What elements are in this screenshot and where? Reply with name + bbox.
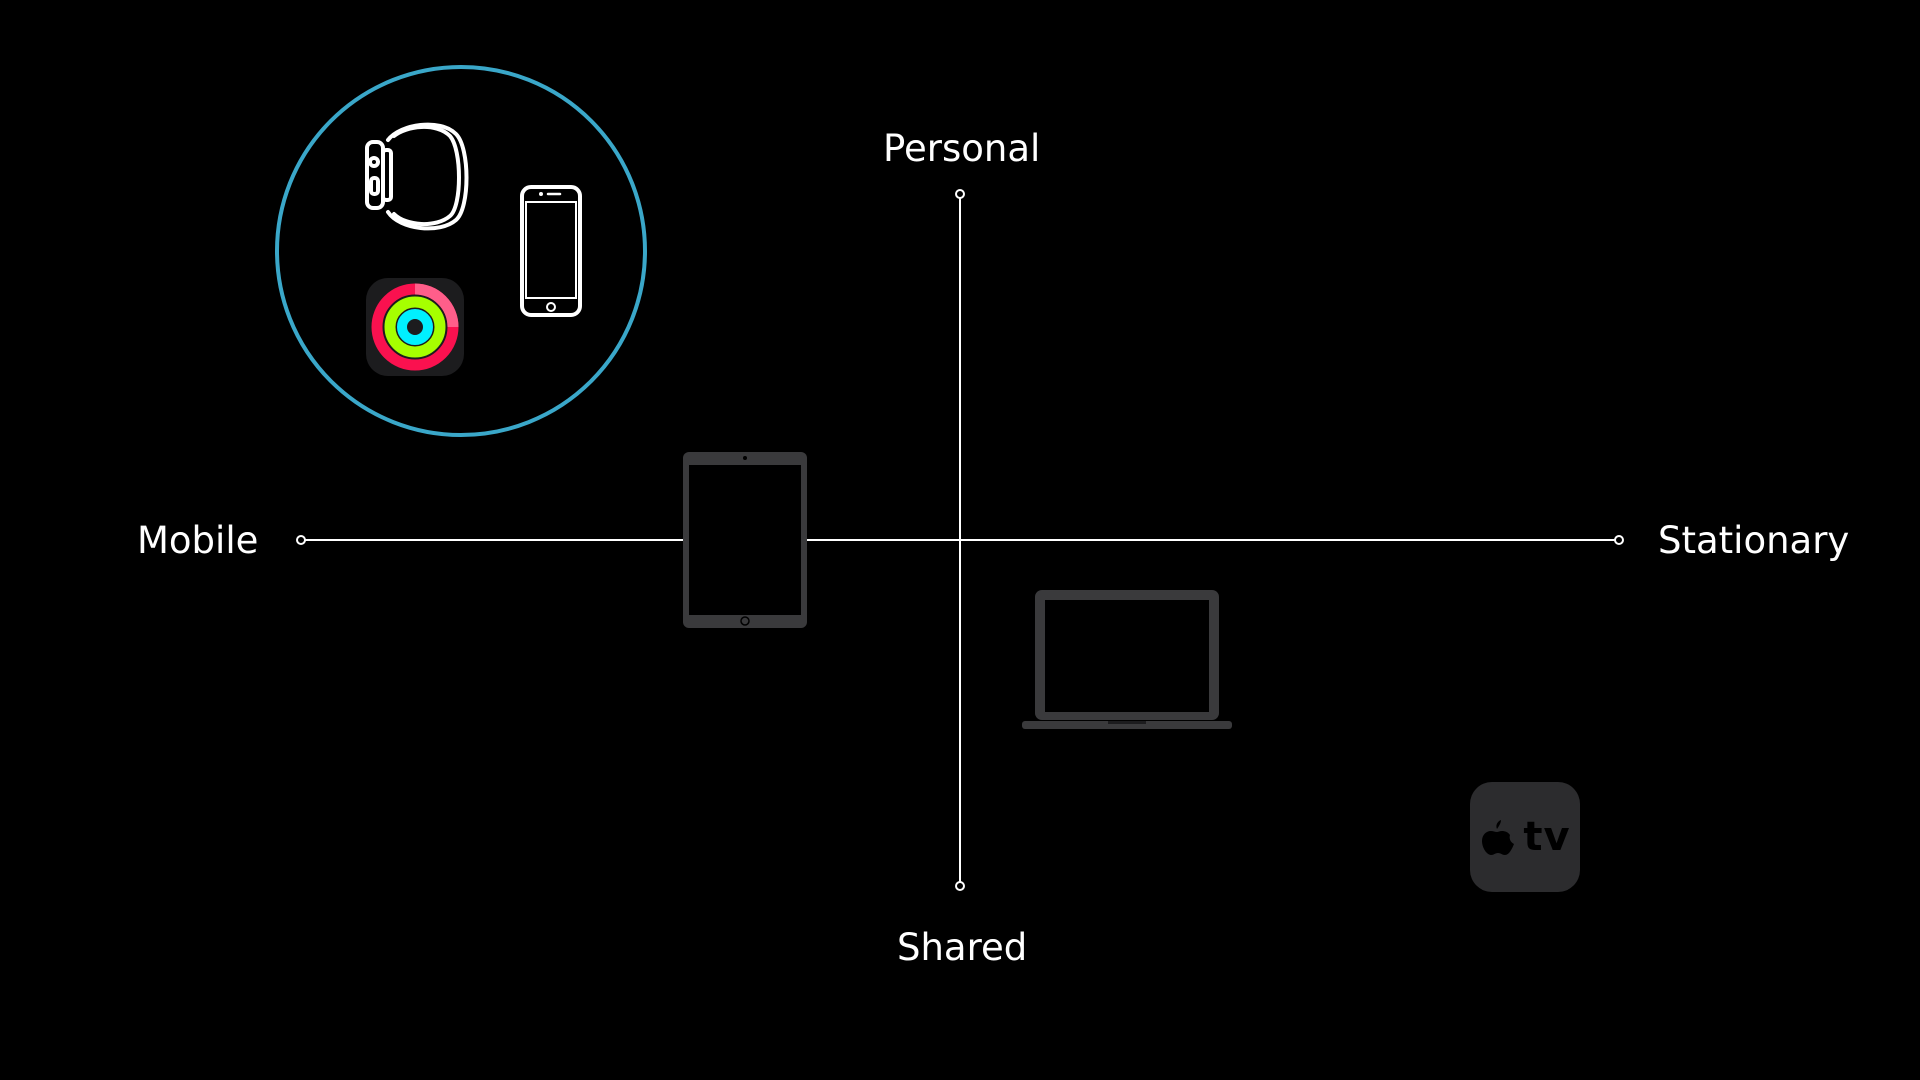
axis-label-shared: Shared [897,926,1028,969]
highlight-ring [275,65,647,437]
watch-icon [365,122,469,231]
apple-logo-icon [1482,820,1515,855]
macbook-icon [1022,590,1232,729]
iphone-icon [520,185,582,317]
apple-tv-icon: tv [1470,782,1580,892]
apple-tv-wordmark: tv [1523,814,1571,860]
axis-label-personal: Personal [883,127,1041,170]
axis-end-top [955,189,965,199]
axis-label-stationary: Stationary [1658,519,1850,562]
axis-end-right [1614,535,1624,545]
activity-rings-icon [366,278,464,376]
axis-label-mobile: Mobile [137,519,259,562]
ipad-icon [683,452,807,628]
axis-end-bottom [955,881,965,891]
axis-end-left [296,535,306,545]
